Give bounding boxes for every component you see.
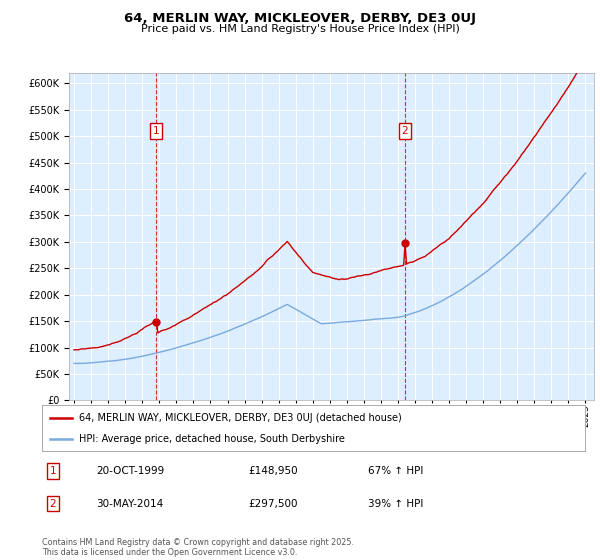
Text: 2: 2 bbox=[401, 126, 408, 136]
Text: Contains HM Land Registry data © Crown copyright and database right 2025.
This d: Contains HM Land Registry data © Crown c… bbox=[42, 538, 354, 557]
Text: £297,500: £297,500 bbox=[248, 499, 298, 508]
Text: Price paid vs. HM Land Registry's House Price Index (HPI): Price paid vs. HM Land Registry's House … bbox=[140, 24, 460, 34]
Text: 1: 1 bbox=[50, 466, 56, 476]
Text: 64, MERLIN WAY, MICKLEOVER, DERBY, DE3 0UJ: 64, MERLIN WAY, MICKLEOVER, DERBY, DE3 0… bbox=[124, 12, 476, 25]
Text: 64, MERLIN WAY, MICKLEOVER, DERBY, DE3 0UJ (detached house): 64, MERLIN WAY, MICKLEOVER, DERBY, DE3 0… bbox=[79, 413, 401, 423]
Text: 39% ↑ HPI: 39% ↑ HPI bbox=[368, 499, 423, 508]
Text: HPI: Average price, detached house, South Derbyshire: HPI: Average price, detached house, Sout… bbox=[79, 435, 345, 444]
Text: 1: 1 bbox=[152, 126, 159, 136]
Text: 20-OCT-1999: 20-OCT-1999 bbox=[97, 466, 164, 476]
Text: 30-MAY-2014: 30-MAY-2014 bbox=[97, 499, 164, 508]
Text: 2: 2 bbox=[50, 499, 56, 508]
Text: 67% ↑ HPI: 67% ↑ HPI bbox=[368, 466, 423, 476]
Text: £148,950: £148,950 bbox=[248, 466, 298, 476]
